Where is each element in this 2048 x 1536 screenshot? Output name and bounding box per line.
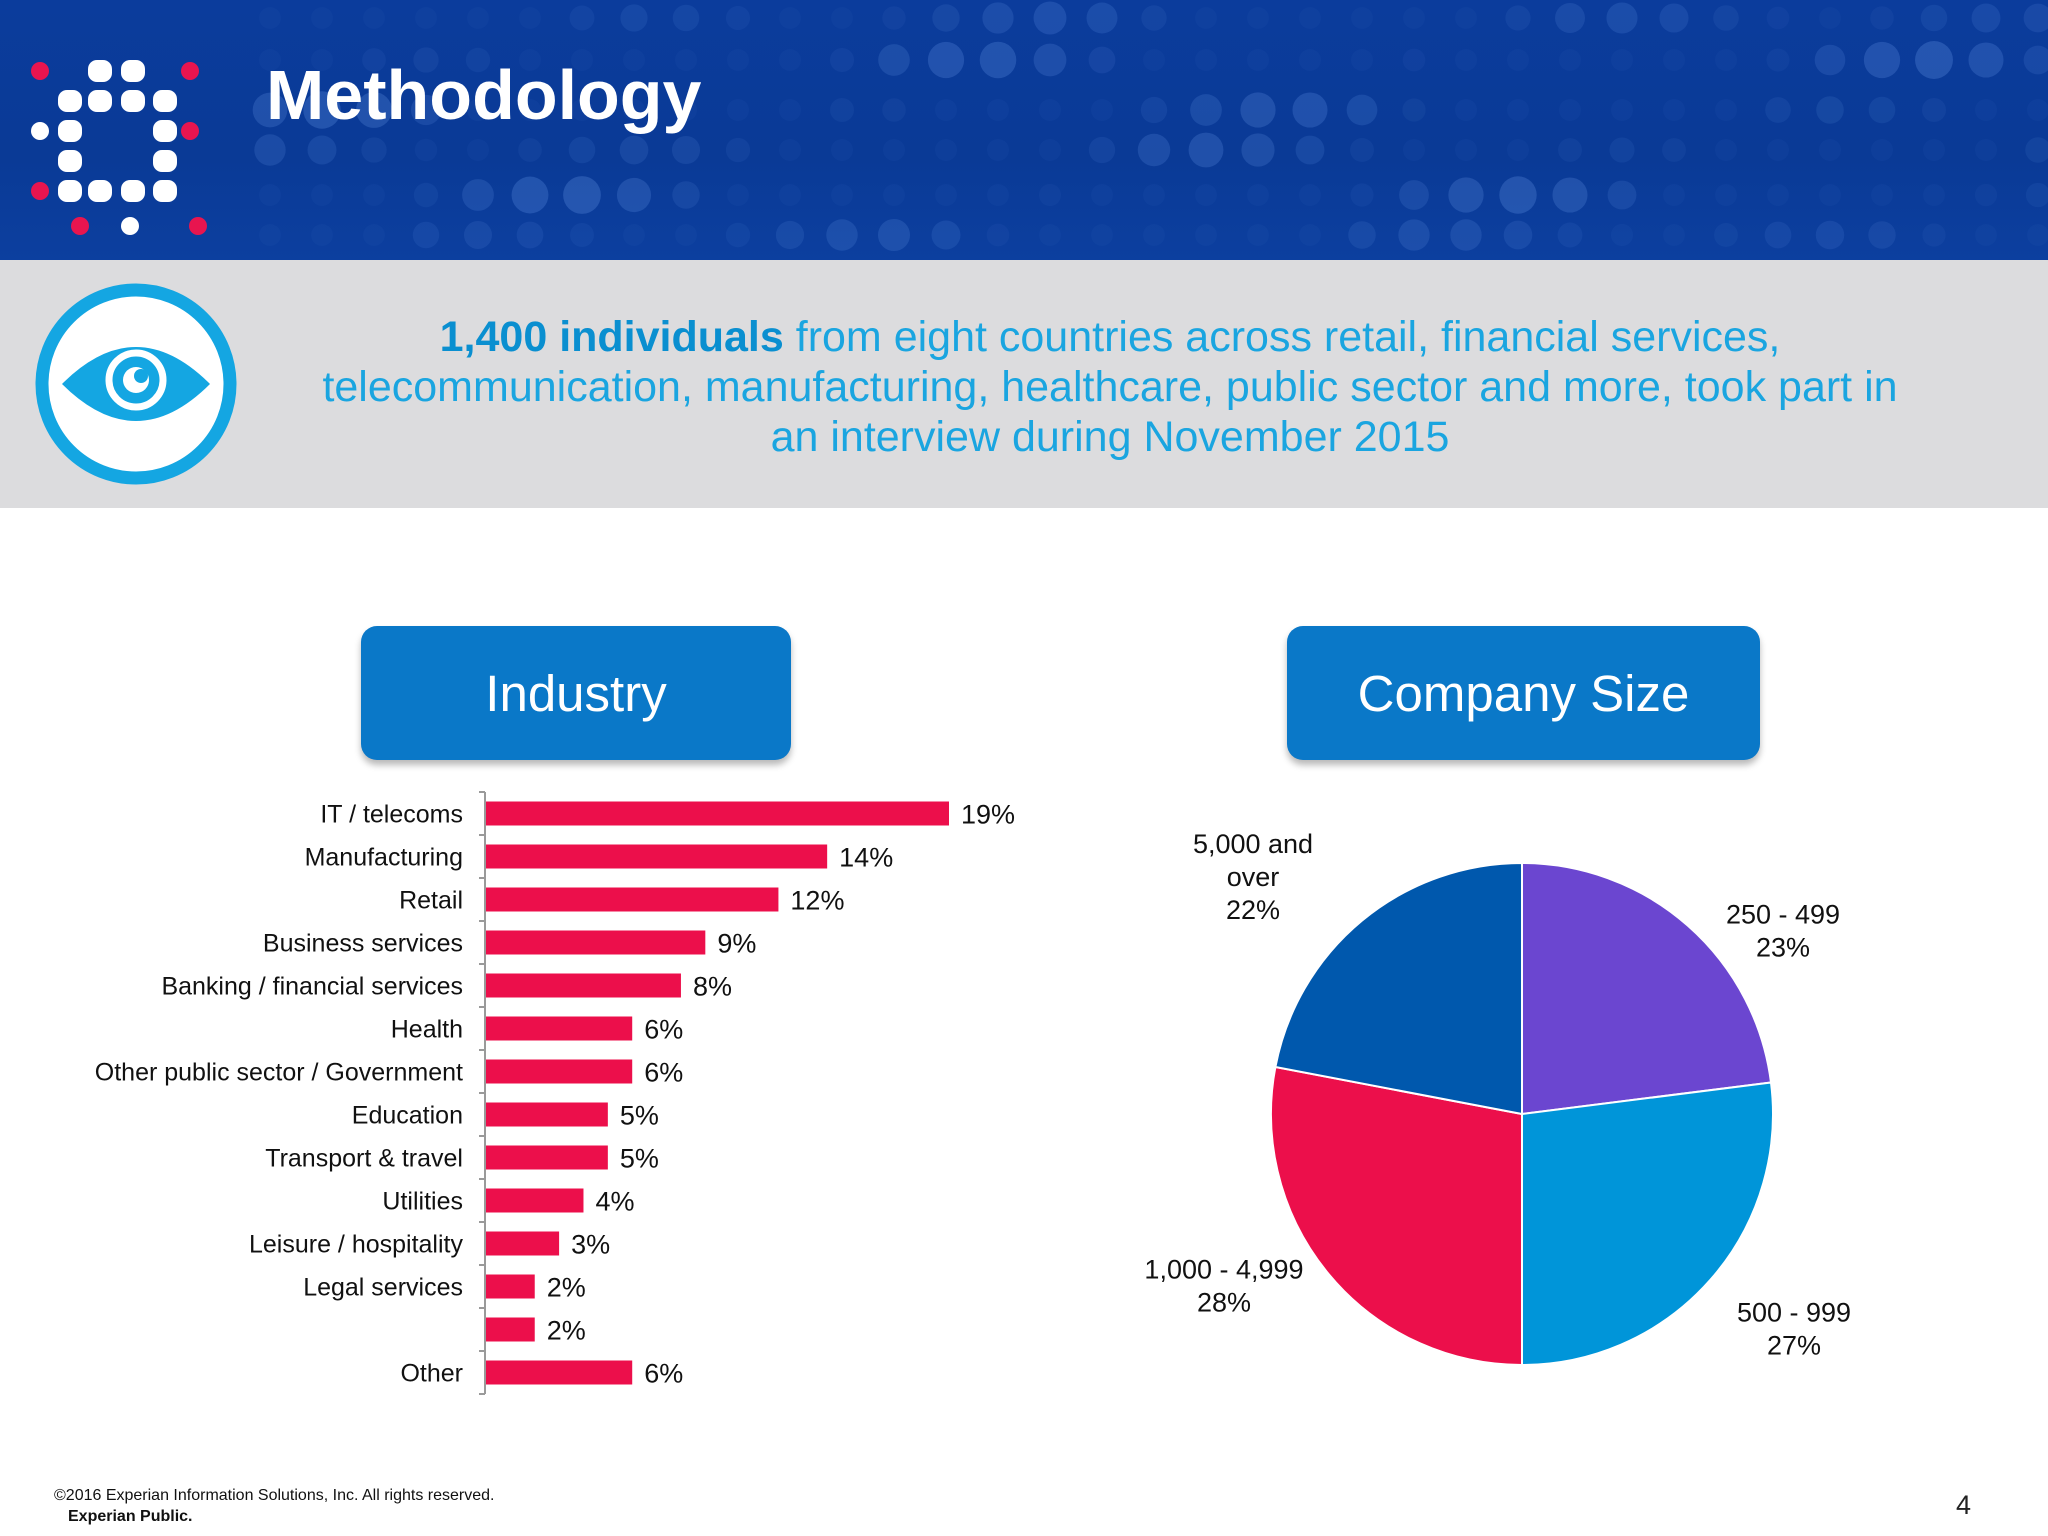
industry-bar-chart: IT / telecoms 19% Manufacturing 14% Retail 12…	[95, 791, 1015, 1395]
industry-category-label: Manufacturing	[305, 844, 463, 872]
pie-slice	[1521, 861, 1773, 1116]
pie-slice	[1521, 1081, 1774, 1367]
pie-slice	[1270, 1065, 1523, 1367]
industry-value-label: 5%	[620, 1144, 659, 1174]
intro-band	[0, 260, 2048, 508]
pie-slice-label: 250 - 499 23%	[1726, 900, 1840, 963]
industry-category-label: Other	[400, 1360, 463, 1388]
experian-dot-logo-icon	[31, 60, 207, 235]
industry-value-label: 12%	[790, 886, 844, 916]
pie-slice-label: 1,000 - 4,999 28%	[1144, 1255, 1303, 1318]
footer-copyright: ©2016 Experian Information Solutions, In…	[54, 1487, 495, 1504]
industry-value-label: 6%	[644, 1359, 683, 1389]
slide-header: Methodology	[0, 0, 2048, 260]
industry-bar	[486, 1231, 560, 1256]
industry-value-label: 2%	[547, 1316, 586, 1346]
industry-value-label: 9%	[717, 929, 756, 959]
intro-text: 1,400 individuals from eight countries a…	[300, 312, 1920, 462]
industry-value-label: 5%	[620, 1101, 659, 1131]
industry-category-label: Retail	[399, 887, 463, 915]
industry-bar	[486, 1274, 535, 1299]
industry-bar	[486, 1360, 633, 1385]
page-title: Methodology	[266, 56, 702, 134]
industry-value-label: 6%	[644, 1015, 683, 1045]
industry-category-label: Utilities	[382, 1188, 463, 1216]
industry-category-label: Health	[391, 1016, 463, 1044]
industry-bar	[486, 801, 949, 826]
industry-category-label: Education	[352, 1102, 463, 1130]
industry-bar	[486, 1145, 608, 1170]
industry-bar	[486, 887, 779, 912]
page-number: 4	[1956, 1490, 1972, 1520]
industry-bar	[486, 1102, 608, 1127]
industry-value-label: 2%	[547, 1273, 586, 1303]
industry-value-label: 6%	[644, 1058, 683, 1088]
industry-bar	[486, 1317, 535, 1342]
industry-bar	[486, 844, 828, 869]
industry-category-label: Banking / financial services	[161, 973, 463, 1001]
industry-category-label: Business services	[263, 930, 463, 958]
industry-value-label: 8%	[693, 972, 732, 1002]
industry-category-label: Transport & travel	[265, 1145, 463, 1173]
pie-slice	[1274, 861, 1523, 1116]
company-size-pie-chart: 250 - 499 23% 500 - 999 27% 1,000 - 4,999 28%…	[1144, 829, 1851, 1367]
eye-icon	[35, 283, 237, 485]
industry-value-label: 3%	[571, 1230, 610, 1260]
industry-category-label: Other public sector / Government	[95, 1059, 463, 1087]
footer-classification: Experian Public.	[68, 1508, 193, 1525]
industry-category-label: Legal services	[303, 1274, 463, 1302]
industry-value-label: 19%	[961, 800, 1015, 830]
industry-category-label: IT / telecoms	[320, 801, 463, 829]
industry-bar	[486, 1059, 633, 1084]
industry-category-label: Leisure / hospitality	[249, 1231, 464, 1259]
industry-bar	[486, 1016, 633, 1041]
dot-pattern-background	[252, 1, 2048, 252]
pie-slice-label: 5,000 and over 22%	[1193, 829, 1313, 925]
industry-value-label: 14%	[839, 843, 893, 873]
industry-value-label: 4%	[595, 1187, 634, 1217]
industry-heading: Industry	[361, 626, 791, 760]
company-size-heading: Company Size	[1287, 626, 1760, 760]
industry-bar	[486, 930, 706, 955]
intro-lead: 1,400 individuals	[439, 313, 784, 361]
industry-bar	[486, 973, 681, 998]
intro-rest: from eight countries across retail, fina…	[322, 313, 1898, 461]
pie-slice-label: 500 - 999 27%	[1737, 1298, 1851, 1361]
industry-bar	[486, 1188, 584, 1213]
